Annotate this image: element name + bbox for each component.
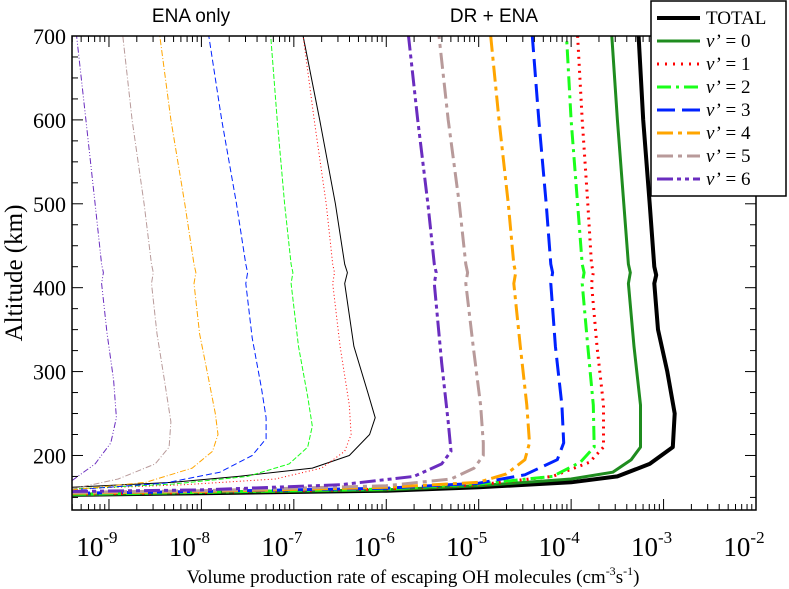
x-axis-label-sup1: -3 [606, 564, 616, 578]
legend-label-name: v’ [706, 100, 721, 121]
series-line-10 [72, 36, 313, 490]
legend-label-2: v’ = 1 [706, 54, 750, 75]
x-tick-label-base: 10 [446, 532, 473, 562]
y-tick-label: 700 [33, 24, 66, 49]
x-tick-label-exponent: -4 [566, 528, 581, 547]
x-tick-label-exponent: -8 [196, 528, 210, 547]
legend-label-name: TOTAL [706, 8, 766, 29]
series-line-14 [72, 36, 117, 482]
x-tick-label: 10-9 [76, 528, 117, 562]
legend-label-name: v’ [706, 31, 721, 52]
series-line-11 [72, 36, 267, 491]
legend-label-6: v’ = 5 [706, 146, 750, 167]
legend-label-value: = 4 [721, 123, 751, 144]
series-line-3 [72, 36, 596, 496]
annotation-dr-ena: DR + ENA [450, 6, 538, 27]
x-tick-label-exponent: -9 [103, 528, 117, 547]
legend-label-1: v’ = 0 [706, 31, 750, 52]
x-tick-label: 10-3 [631, 528, 672, 562]
x-tick-label-base: 10 [631, 532, 658, 562]
x-tick-label-base: 10 [169, 532, 196, 562]
x-axis-label-main: Volume production rate of escaping OH mo… [187, 567, 606, 588]
x-tick-label-exponent: -7 [288, 528, 303, 547]
x-tick-label: 10-5 [446, 528, 487, 562]
series-line-0 [72, 36, 677, 497]
x-axis-label: Volume production rate of escaping OH mo… [187, 564, 640, 588]
series-line-13 [72, 36, 172, 490]
series-line-1 [72, 36, 642, 497]
x-tick-label: 10-7 [261, 528, 303, 562]
legend-label-5: v’ = 4 [706, 123, 751, 144]
y-tick-label: 500 [33, 192, 66, 217]
x-tick-label-exponent: -6 [381, 528, 395, 547]
legend-label-4: v’ = 3 [706, 100, 750, 121]
x-tick-label-base: 10 [76, 532, 103, 562]
x-tick-label-base: 10 [539, 532, 566, 562]
x-tick-label: 10-4 [539, 528, 581, 562]
x-tick-label-exponent: -2 [750, 528, 764, 547]
y-tick-label: 200 [33, 443, 66, 468]
x-tick-label: 10-6 [354, 528, 395, 562]
series-layer [72, 36, 677, 497]
x-axis-label-mid: s [616, 567, 623, 588]
x-tick-label-base: 10 [354, 532, 381, 562]
y-axis-label: Altitude (km) [1, 205, 28, 342]
series-line-2 [72, 36, 605, 496]
legend-label-value: = 3 [721, 100, 751, 121]
legend-label-name: v’ [706, 169, 721, 190]
axis-tick-labels: 10-9 10-8 10-7 10-6 10-5 10-4 10-3 10-220030040… [33, 24, 765, 562]
series-line-5 [72, 36, 531, 495]
series-line-8 [72, 36, 376, 488]
annotation-ena-only: ENA only [152, 6, 231, 27]
legend-label-name: v’ [706, 146, 721, 167]
legend-label-name: v’ [706, 54, 721, 75]
series-line-4 [72, 36, 566, 495]
legend-box [650, 0, 787, 197]
series-line-12 [72, 36, 219, 491]
legend-label-value: = 2 [721, 77, 751, 98]
x-tick-label-exponent: -3 [658, 528, 672, 547]
legend-label-name: v’ [706, 123, 721, 144]
x-tick-label-base: 10 [723, 532, 750, 562]
legend-label-3: v’ = 2 [706, 77, 750, 98]
legend-label-name: v’ [706, 77, 721, 98]
legend-label-0: TOTAL [706, 8, 766, 29]
y-tick-label: 300 [33, 360, 66, 385]
x-tick-label-exponent: -5 [473, 528, 487, 547]
legend-label-7: v’ = 6 [706, 169, 750, 190]
x-tick-label: 10-2 [723, 528, 764, 562]
legend-label-value: = 0 [721, 31, 751, 52]
x-axis-label-end: ) [633, 567, 639, 588]
legend-label-value: = 1 [721, 54, 751, 75]
legend-label-value: = 5 [721, 146, 751, 167]
series-line-6 [72, 36, 485, 494]
x-tick-label: 10-8 [169, 528, 210, 562]
series-line-9 [72, 36, 352, 490]
y-tick-label: 400 [33, 276, 66, 301]
y-tick-label: 600 [33, 108, 66, 133]
x-axis-label-sup2: -1 [623, 564, 633, 578]
x-tick-label-base: 10 [261, 532, 288, 562]
legend-label-value: = 6 [721, 169, 751, 190]
series-line-7 [72, 36, 453, 493]
